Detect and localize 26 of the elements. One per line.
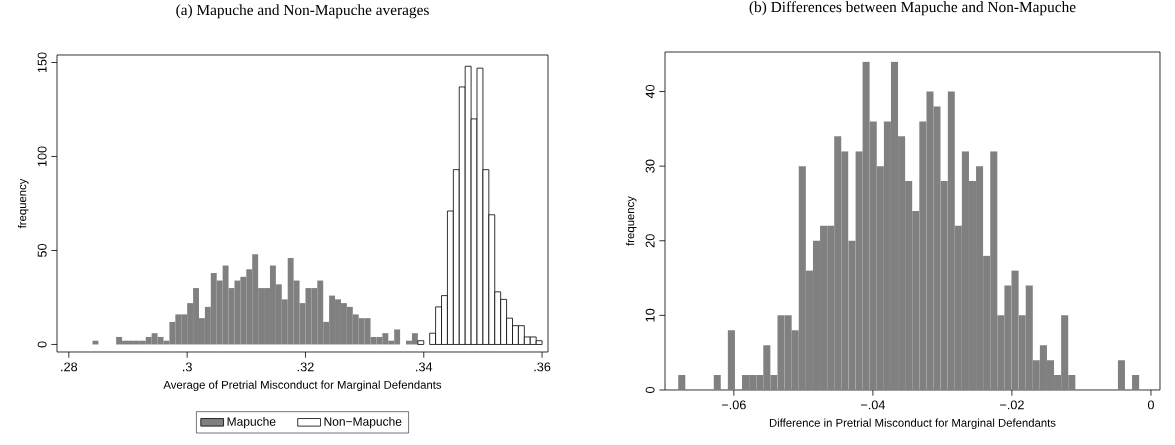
y-tick-label: 50: [37, 243, 47, 258]
y-tick-label: 10: [645, 308, 655, 322]
x-tick-label: .36: [534, 362, 551, 372]
legend-label: Non−Mapuche: [324, 416, 402, 429]
x-tick-label: −.02: [1000, 400, 1024, 410]
x-axis-title: Average of Pretrial Misconduct for Marginal Defendants: [163, 380, 442, 392]
y-axis-title: frequency: [17, 178, 29, 229]
y-tick-label: 0: [37, 341, 47, 348]
y-tick-label: 150: [37, 52, 47, 73]
x-tick-label: .28: [61, 362, 78, 372]
y-tick-label: 100: [37, 146, 47, 167]
x-tick-label: −.04: [861, 400, 885, 410]
chart-title: (b) Differences between Mapuche and Non-Mapuche: [749, 1, 1076, 16]
y-tick-label: 30: [645, 159, 655, 173]
x-tick-label: .34: [416, 362, 433, 372]
y-axis-title: frequency: [625, 196, 637, 246]
y-tick-label: 40: [645, 84, 655, 99]
y-tick-label: 0: [645, 386, 655, 394]
y-tick-label: 20: [645, 234, 655, 248]
x-tick-label: .32: [297, 362, 314, 372]
x-tick-label: 0: [1147, 400, 1154, 410]
x-tick-label: .3: [183, 362, 192, 372]
legend-label: Mapuche: [227, 416, 276, 429]
x-axis-title: Difference in Pretrial Misconduct for Marginal Defendants: [769, 418, 1056, 430]
chart-title: (a) Mapuche and Non-Mapuche averages: [176, 4, 429, 19]
x-tick-label: −.06: [721, 400, 746, 410]
